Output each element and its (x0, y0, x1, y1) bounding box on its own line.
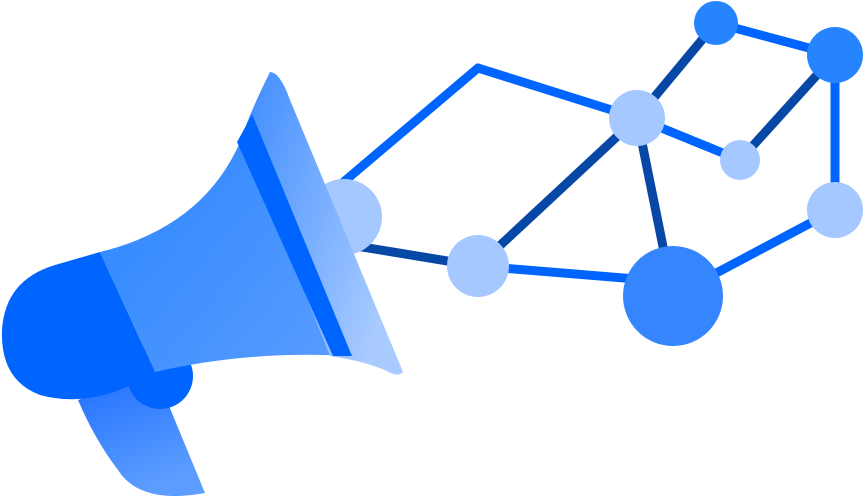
megaphone-bell (242, 72, 403, 375)
megaphone-stripe (237, 114, 352, 356)
node-circle (807, 182, 863, 238)
node-circle (623, 246, 723, 346)
node-circle (694, 1, 738, 45)
megaphone-icon (1, 72, 403, 497)
megaphone-handle (78, 372, 205, 497)
node-circle (720, 140, 760, 180)
network-graph (335, 18, 840, 301)
edge-line (335, 63, 483, 190)
network-nodes (306, 1, 863, 346)
edge-line (473, 113, 642, 271)
megaphone-rear (1, 252, 156, 400)
node-circle (609, 90, 665, 146)
node-circle (807, 27, 863, 83)
node-circle (447, 235, 509, 297)
